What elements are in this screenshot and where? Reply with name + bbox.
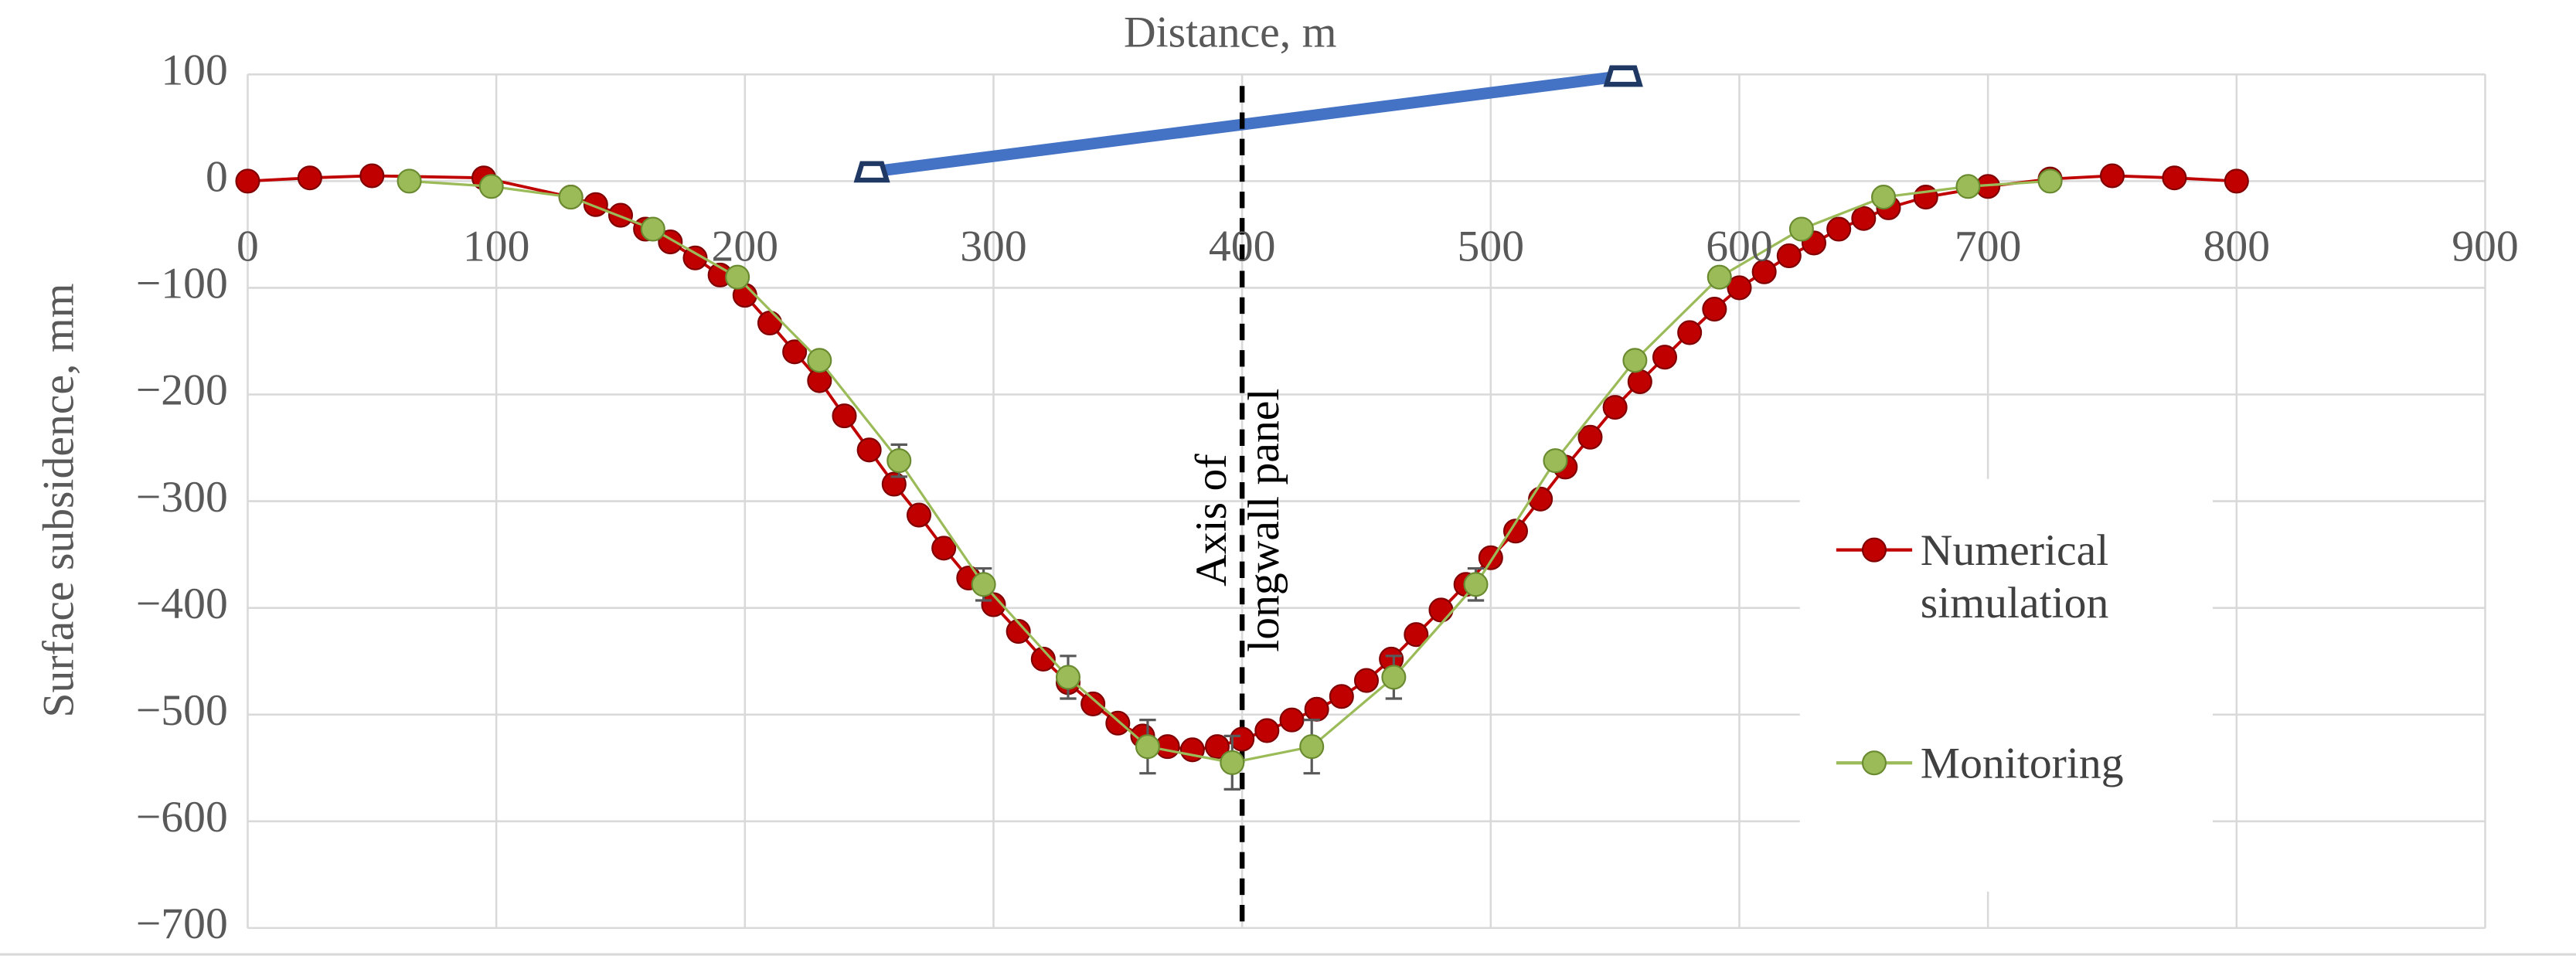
legend-entry: Monitoring <box>1920 738 2124 788</box>
y-tick-label: −600 <box>136 793 228 842</box>
marker <box>682 245 708 270</box>
legend-label: Monitoring <box>1920 738 2124 788</box>
marker <box>1776 243 1802 269</box>
marker <box>1204 734 1230 760</box>
marker <box>235 168 260 194</box>
marker <box>931 536 957 561</box>
panel-edge <box>853 161 890 183</box>
marker <box>1329 684 1354 709</box>
marker <box>832 403 857 429</box>
marker <box>1230 726 1255 752</box>
marker <box>1751 259 1777 284</box>
marker <box>1727 275 1752 301</box>
marker <box>1826 216 1852 242</box>
marker <box>1502 519 1529 544</box>
marker <box>396 168 422 194</box>
y-tick-label: −400 <box>136 580 228 628</box>
marker <box>478 174 504 199</box>
x-tick-label: 200 <box>712 222 779 270</box>
marker <box>971 572 996 597</box>
y-tick-label: 100 <box>161 46 228 95</box>
marker <box>1851 206 1877 231</box>
y-tick-label: −200 <box>136 366 228 415</box>
marker <box>1006 619 1031 644</box>
marker <box>1135 734 1160 760</box>
marker <box>1871 185 1897 210</box>
marker <box>981 592 1006 617</box>
marker <box>1428 597 1454 623</box>
marker <box>757 310 783 336</box>
marker <box>1381 665 1407 690</box>
marker <box>1577 424 1603 450</box>
x-tick-label: 600 <box>1706 222 1773 270</box>
marker <box>1622 348 1648 373</box>
panel-edge <box>1603 65 1643 87</box>
marker <box>782 339 808 365</box>
marker <box>2224 168 2249 194</box>
marker <box>1543 448 1568 474</box>
marker <box>1304 696 1329 722</box>
y-axis-label: Surface subsidence, mm <box>34 283 83 717</box>
y-tick-label: −700 <box>136 899 228 948</box>
marker <box>1463 572 1489 597</box>
x-tick-label: 500 <box>1458 222 1525 270</box>
marker <box>1702 297 1727 322</box>
marker <box>2099 163 2125 189</box>
marker <box>640 216 665 242</box>
marker <box>1602 395 1628 420</box>
marker <box>1652 345 1678 370</box>
marker <box>1528 486 1553 512</box>
marker <box>1279 707 1305 733</box>
marker <box>1220 750 1245 775</box>
x-tick-label: 800 <box>2203 222 2271 270</box>
marker <box>1080 691 1106 716</box>
marker <box>1404 622 1429 648</box>
legend-marker <box>1861 750 1887 776</box>
marker <box>1179 737 1205 763</box>
x-tick-label: 0 <box>237 222 259 270</box>
y-tick-label: 0 <box>206 153 228 202</box>
marker <box>1254 718 1280 743</box>
marker <box>1955 174 1981 199</box>
marker <box>725 264 750 290</box>
marker <box>297 165 322 191</box>
legend-label: Numerical simulation <box>1920 525 2109 628</box>
annotation: Axis of longwall panel <box>1186 388 1288 652</box>
marker <box>1055 665 1081 690</box>
marker <box>886 448 912 474</box>
annotation-text: Axis of longwall panel <box>1186 388 1288 652</box>
marker <box>1788 216 1814 242</box>
marker <box>1105 710 1131 736</box>
y-tick-label: −100 <box>136 260 228 308</box>
marker <box>1913 185 1938 210</box>
x-tick-label: 300 <box>960 222 1027 270</box>
x-tick-label: 700 <box>1955 222 2022 270</box>
x-tick-label: 900 <box>2452 222 2519 270</box>
marker <box>2037 168 2063 194</box>
panel-line <box>871 70 1623 178</box>
marker <box>1299 734 1325 760</box>
legend-entry: Numerical simulation <box>1920 525 2109 628</box>
marker <box>2162 165 2187 191</box>
legend-marker <box>1861 537 1887 563</box>
x-tick-label: 100 <box>463 222 530 270</box>
marker <box>1677 320 1703 345</box>
marker <box>1030 646 1056 672</box>
marker <box>1707 264 1732 290</box>
marker <box>881 471 907 497</box>
marker <box>856 437 882 463</box>
marker <box>1353 668 1380 693</box>
x-tick-label: 400 <box>1209 222 1276 270</box>
marker <box>558 185 584 210</box>
marker <box>359 163 385 189</box>
marker <box>807 348 832 373</box>
marker <box>906 502 932 528</box>
y-tick-label: −500 <box>136 686 228 735</box>
chart-title: Distance, m <box>1124 8 1336 56</box>
plot-layer: Axis of longwall panel Numerical simulati… <box>235 86 2249 928</box>
marker <box>1627 369 1652 394</box>
y-tick-label: −300 <box>136 473 228 522</box>
